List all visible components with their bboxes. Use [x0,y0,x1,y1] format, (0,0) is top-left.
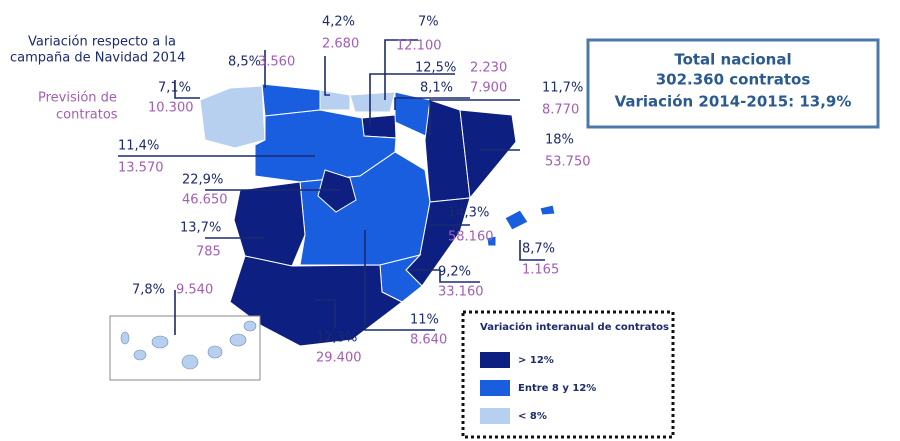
region-variation: 11,4% [118,139,159,154]
region-variation: 8,7% [522,242,555,257]
andalucia [229,255,403,347]
header-title: campaña de Navidad 2014 [10,51,185,66]
madrid [317,169,357,213]
summary: Total nacional 302.360 contratos Variaci… [615,51,852,111]
region-variation: 4,2% [322,15,355,30]
canarias-box [109,315,261,381]
region-contracts: 7.900 [470,81,507,96]
cataluna [459,109,517,200]
region-contracts: 8.770 [542,103,579,118]
legend-swatch [480,380,510,396]
legend-title: Variación interanual de contratos [480,321,669,333]
legend-label: Entre 8 y 12% [518,383,596,394]
region-contracts: 10.300 [148,101,194,116]
summary-box [586,38,880,129]
header-subtitle: Previsión de [38,91,117,106]
legend-label: < 8% [518,411,547,422]
header-subtitle: contratos [56,108,118,123]
region-contracts: 13.570 [118,161,164,176]
leader-lines [118,39,545,335]
header-title: Variación respecto a la [28,35,176,50]
canarias [120,320,257,370]
menorca [539,204,556,216]
region-contracts: 12.100 [396,39,442,54]
region-contracts: 3.560 [258,55,295,70]
summary-text: 302.360 contratos [656,71,811,89]
region-contracts: 1.165 [522,263,559,278]
region-variation: 8,1% [420,81,453,96]
region-contracts: 2.230 [470,61,507,76]
region-variation: 12,3% [316,331,357,346]
region-contracts: 33.160 [438,285,484,300]
ibiza [486,235,497,247]
region-contracts: 29.400 [316,351,362,366]
region-variation: 7% [418,15,439,30]
legend-swatch [480,352,510,368]
region-variation: 8,5% [228,55,261,70]
region-variation: 7,8% [132,283,165,298]
region-variation: 12,5% [415,61,456,76]
extremadura [233,181,306,267]
region-variation: 9,2% [438,265,471,280]
region-variation: 14,3% [448,206,489,221]
legend-box [461,310,675,439]
summary-text: Total nacional [674,51,791,69]
region-variation: 7,1% [158,81,191,96]
region-contracts: 785 [196,245,221,260]
legend-swatch [480,408,510,424]
spain-map [199,83,556,347]
region-variation: 11,7% [542,81,583,96]
legend-label: > 12% [518,355,554,366]
region-contracts: 9.540 [176,283,213,298]
summary-text: Variación 2014-2015: 13,9% [615,93,852,111]
region-contracts: 2.680 [322,37,359,52]
region-contracts: 58.160 [448,230,494,245]
region-contracts: 46.650 [182,193,228,208]
region-contracts: 53.750 [545,155,591,170]
mallorca [504,209,529,231]
region-variation: 18% [545,133,574,148]
region-variation: 11% [410,313,439,328]
region-variation: 13,7% [180,221,221,236]
region-variation: 22,9% [182,173,223,188]
region-contracts: 8.640 [410,333,447,348]
la-rioja [361,114,397,139]
pais-vasco [349,91,396,113]
